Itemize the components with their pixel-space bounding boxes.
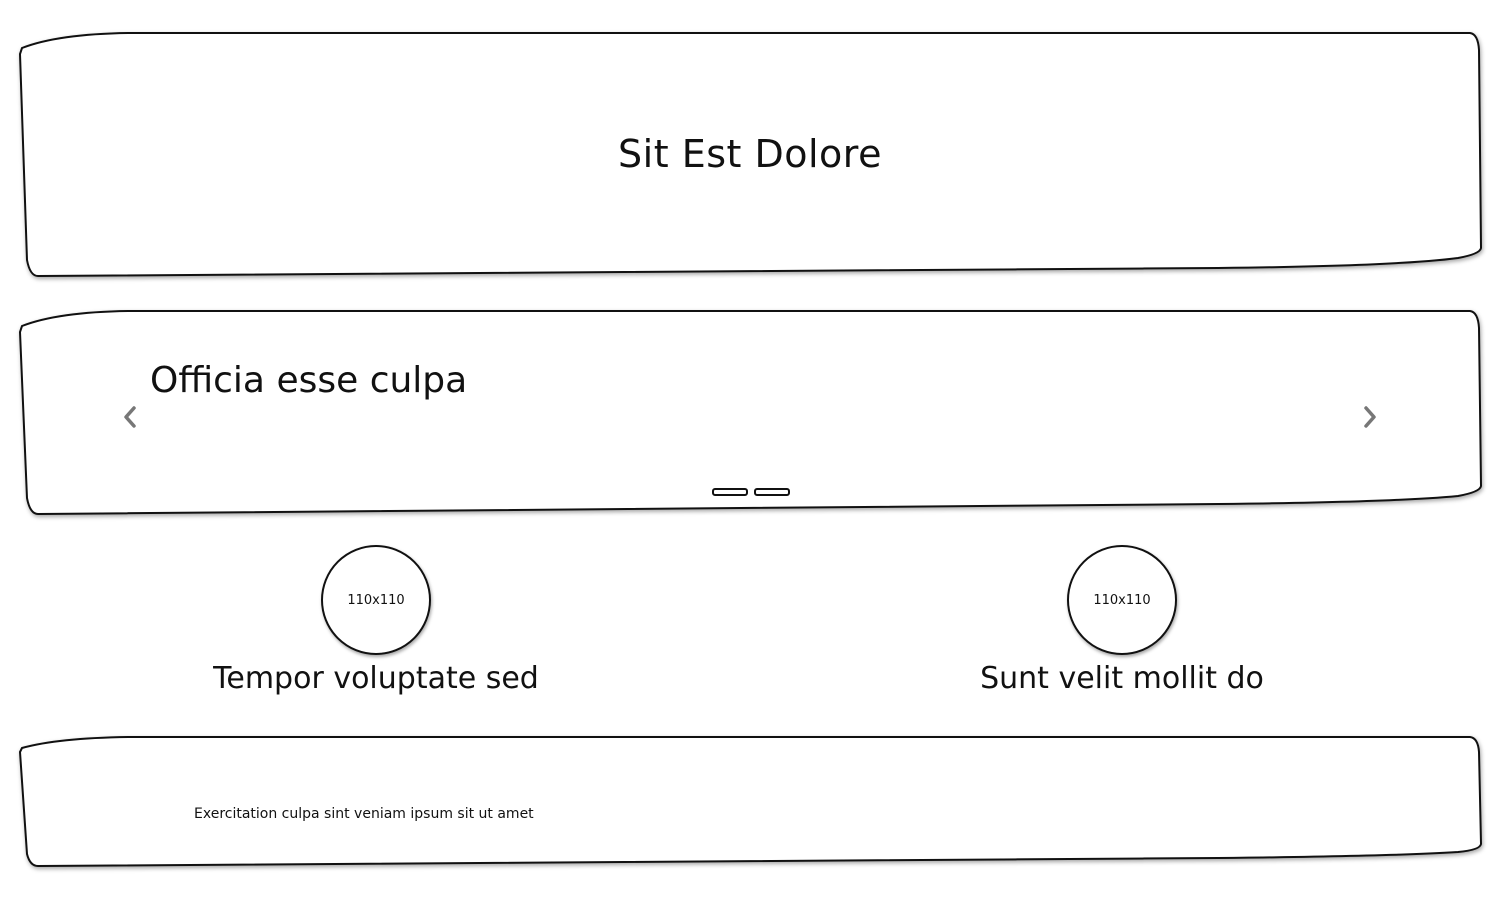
- footer-text: Exercitation culpa sint veniam ipsum sit…: [194, 806, 534, 822]
- feature-title: Tempor voluptate sed: [213, 661, 539, 696]
- chevron-right-icon: [1364, 406, 1376, 428]
- feature-image-placeholder: 110x110: [1067, 545, 1177, 655]
- carousel: Officia esse culpa: [18, 308, 1483, 516]
- image-size-label: 110x110: [347, 592, 405, 608]
- carousel-frame: [18, 310, 1483, 516]
- carousel-next-button[interactable]: [1358, 403, 1382, 431]
- feature-title: Sunt velit mollit do: [980, 661, 1264, 696]
- slide-title: Officia esse culpa: [150, 360, 468, 401]
- carousel-indicators: [712, 488, 790, 496]
- footer-panel: Exercitation culpa sint veniam ipsum sit…: [18, 734, 1483, 868]
- footer-frame: [18, 736, 1483, 868]
- feature-card-2: 110x110 Sunt velit mollit do: [922, 545, 1322, 696]
- feature-image-placeholder: 110x110: [321, 545, 431, 655]
- page-title: Sit Est Dolore: [618, 132, 882, 176]
- carousel-indicator-2[interactable]: [754, 488, 790, 496]
- carousel-indicator-1[interactable]: [712, 488, 748, 496]
- header-frame: [18, 32, 1483, 278]
- image-size-label: 110x110: [1093, 592, 1151, 608]
- header-panel: Sit Est Dolore: [18, 30, 1483, 278]
- carousel-prev-button[interactable]: [118, 403, 142, 431]
- chevron-left-icon: [124, 406, 136, 428]
- feature-card-1: 110x110 Tempor voluptate sed: [176, 545, 576, 696]
